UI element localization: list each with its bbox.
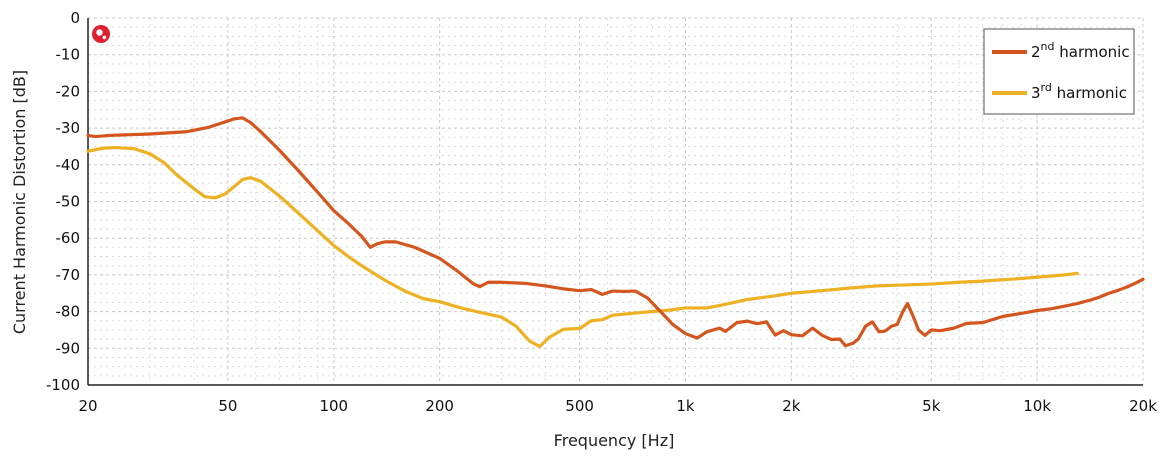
svg-text:3rd harmonic: 3rd harmonic [1031, 81, 1127, 102]
legend-item-3rd-harmonic: 3rd harmonic [992, 81, 1127, 102]
x-tick-labels: 20 50 100 200 500 1k 2k 5k 10k 20k [78, 397, 1157, 415]
legend-label-3rd-sup: rd [1041, 81, 1052, 94]
y-tick-label: -60 [56, 229, 81, 247]
y-tick-label: -10 [56, 46, 81, 64]
series-line-2nd-harmonic [86, 116, 1145, 348]
svg-text:2nd harmonic: 2nd harmonic [1031, 40, 1130, 61]
x-tick-label: 10k [1023, 397, 1051, 415]
y-tick-label: -20 [56, 82, 81, 100]
y-axis-title: Current Harmonic Distortion [dB] [10, 70, 29, 334]
y-tick-label: -40 [56, 156, 81, 174]
chart-grid [87, 17, 1144, 386]
y-tick-label: -80 [56, 303, 81, 321]
legend-label-2nd-base: 2 [1031, 43, 1041, 61]
x-tick-label: 20k [1129, 397, 1157, 415]
legend-label-2nd-rest: harmonic [1055, 43, 1130, 61]
brand-logo-icon [92, 25, 110, 43]
x-axis-title: Frequency [Hz] [554, 431, 675, 450]
legend-label-3rd-base: 3 [1031, 84, 1041, 102]
x-tick-label: 500 [565, 397, 594, 415]
y-tick-label: 0 [70, 9, 80, 27]
x-tick-label: 200 [425, 397, 454, 415]
y-tick-label: -70 [56, 266, 81, 284]
y-tick-label: -90 [56, 339, 81, 357]
x-tick-label: 50 [218, 397, 237, 415]
x-tick-label: 20 [78, 397, 97, 415]
x-tick-label: 5k [922, 397, 941, 415]
y-tick-label: -30 [56, 119, 81, 137]
y-tick-label: -100 [46, 376, 80, 394]
x-tick-label: 100 [319, 397, 348, 415]
legend-box [983, 28, 1135, 115]
plot-area [87, 18, 1143, 386]
y-tick-labels: 0 -10 -20 -30 -40 -50 -60 -70 -80 -90 -100 [46, 9, 80, 394]
legend: 2nd harmonic 3rd harmonic [983, 28, 1135, 115]
series-layer [86, 116, 1145, 349]
series-line-3rd-harmonic [86, 145, 1079, 349]
x-tick-label: 2k [782, 397, 801, 415]
x-tick-label: 1k [676, 397, 695, 415]
legend-item-2nd-harmonic: 2nd harmonic [992, 40, 1130, 61]
legend-label-2nd-sup: nd [1041, 40, 1055, 53]
legend-label-3rd-rest: harmonic [1052, 84, 1127, 102]
y-tick-label: -50 [56, 193, 81, 211]
